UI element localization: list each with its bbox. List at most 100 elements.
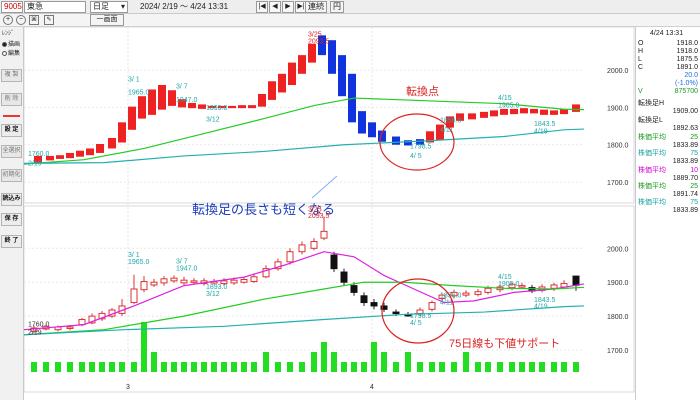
- turning-bar: [228, 105, 236, 109]
- volume-bar: [43, 362, 49, 372]
- volume-bar: [141, 322, 147, 372]
- volume-bar: [551, 362, 557, 372]
- lower-annotation: 1893.0: [206, 284, 228, 291]
- upper-annotation: 1760.0: [28, 151, 50, 158]
- volume-bar: [161, 362, 167, 372]
- one-screen-button[interactable]: 一画面: [90, 14, 124, 26]
- turning-bar: [468, 113, 476, 120]
- copy-button[interactable]: 複 製: [1, 69, 22, 82]
- yen-button[interactable]: 円: [330, 1, 344, 13]
- volume-bar: [231, 362, 237, 372]
- lower-annotation: 3/25: [308, 207, 322, 214]
- volume-bar: [321, 342, 327, 372]
- turning-bar: [572, 104, 580, 112]
- upper-annotation-sub: 2093.5: [308, 39, 330, 46]
- lower-annotation-sub: 2/19: [28, 329, 42, 336]
- tool-icon[interactable]: ✎: [44, 15, 54, 25]
- volume-bar: [371, 342, 377, 372]
- volume-bar: [201, 362, 207, 372]
- volume-bar: [361, 362, 367, 372]
- volume-bar: [497, 362, 503, 372]
- ma25-line: [23, 97, 585, 165]
- prev-button[interactable]: ◀: [269, 1, 281, 13]
- volume-bar: [417, 362, 423, 372]
- radio-edit[interactable]: 編集: [2, 50, 20, 58]
- turning-bar: [178, 99, 186, 108]
- volume-bar: [573, 362, 579, 372]
- sub-toolbar: + − ⌘ ✎ 一画面: [0, 14, 700, 27]
- turning-bar: [128, 106, 136, 130]
- volume-bar: [341, 362, 347, 372]
- lower-ma10-label: 株価平均 10: [638, 167, 698, 174]
- x-tick-label: 3: [126, 384, 130, 391]
- delete-button[interactable]: 削 除: [1, 93, 22, 106]
- turning-bar: [530, 108, 538, 114]
- candle-body: [298, 244, 306, 253]
- turning-bar: [426, 131, 434, 143]
- volume-bar: [561, 362, 567, 372]
- upper-annotation: 3/25: [308, 31, 322, 38]
- stock-name-field[interactable]: 東急: [24, 1, 86, 13]
- candle-body: [428, 302, 436, 310]
- upper-annotation-sub: 4/ 5: [410, 153, 422, 160]
- candle-body: [130, 288, 138, 304]
- radio-draw[interactable]: 描画: [2, 41, 20, 49]
- select-all-button[interactable]: 全選択: [1, 145, 22, 158]
- turning-bar: [138, 96, 146, 119]
- turning-bar: [392, 136, 400, 145]
- lower-annotation-sub: 4/19: [534, 304, 548, 311]
- period-select[interactable]: 日足 ▾: [90, 1, 128, 13]
- turning-bar: [540, 109, 548, 115]
- turning-bar: [198, 104, 206, 109]
- turning-bar: [278, 73, 286, 93]
- chart-canvas[interactable]: 1700.0 1800.0 1900.0 2000.0 1700.0 1800.0 1900…: [23, 26, 635, 400]
- candle-body: [274, 261, 282, 270]
- candle-body: [230, 279, 238, 284]
- caption-arrow: [311, 175, 338, 199]
- turning-bar: [34, 155, 42, 163]
- volume-bar: [263, 352, 269, 372]
- save-button[interactable]: 保 存: [1, 213, 22, 226]
- date-range: 2024/ 2/19 〜 4/24 13:31: [140, 2, 229, 11]
- volume-bar: [31, 362, 37, 372]
- chart-area[interactable]: 1700.0 1800.0 1900.0 2000.0 1700.0 1800.0 1900…: [23, 26, 635, 400]
- line-color-swatch[interactable]: [3, 115, 20, 117]
- turning-bar: [76, 150, 84, 157]
- lower-caption: 75日線も下値サポート: [449, 336, 560, 350]
- lower-ma75-value: 1833.89: [672, 207, 698, 214]
- candle-body: [518, 285, 526, 288]
- lower-annotation-sub: 4/11: [440, 300, 453, 307]
- zoom-out-icon[interactable]: −: [16, 15, 26, 25]
- lower-annotation-sub: 1965.0: [128, 259, 150, 266]
- upper-tick-label: 1900.0: [607, 105, 629, 112]
- change-value: 20.0: [684, 72, 698, 79]
- chart-settings-icon[interactable]: ⌘: [29, 15, 39, 25]
- first-button[interactable]: |◀: [256, 1, 268, 13]
- ohlc-open: O 1918.0: [638, 40, 698, 47]
- turning-bar: [358, 111, 366, 134]
- zoom-in-icon[interactable]: +: [3, 15, 13, 25]
- upper-annotation-sub: 2/19: [28, 160, 42, 167]
- next-button[interactable]: ▶: [282, 1, 294, 13]
- stock-code-field[interactable]: 9005: [1, 1, 23, 13]
- candle-body: [330, 254, 338, 270]
- candle-body: [262, 268, 270, 278]
- exit-button[interactable]: 終 了: [1, 235, 22, 248]
- turning-bar: [500, 108, 508, 115]
- load-button[interactable]: 読込み: [1, 193, 22, 206]
- upper-annotation: 1856.0: [440, 117, 462, 124]
- candle-body: [190, 280, 198, 283]
- reset-button[interactable]: 初期化: [1, 169, 22, 182]
- turning-bar: [158, 85, 166, 110]
- volume-bar: [475, 362, 481, 372]
- volume-bar: [519, 362, 525, 372]
- upper-h-value: 1909.00: [672, 108, 698, 115]
- settings-button[interactable]: 設 定: [1, 124, 22, 137]
- upper-annotation-sub: 3/12: [206, 116, 220, 123]
- link-button[interactable]: 連続: [305, 1, 327, 13]
- candle-body: [360, 295, 368, 304]
- turning-bar: [288, 62, 296, 85]
- candle-body: [392, 311, 400, 315]
- lower-ma10-value: 1889.70: [672, 175, 698, 182]
- turning-bar: [368, 122, 376, 138]
